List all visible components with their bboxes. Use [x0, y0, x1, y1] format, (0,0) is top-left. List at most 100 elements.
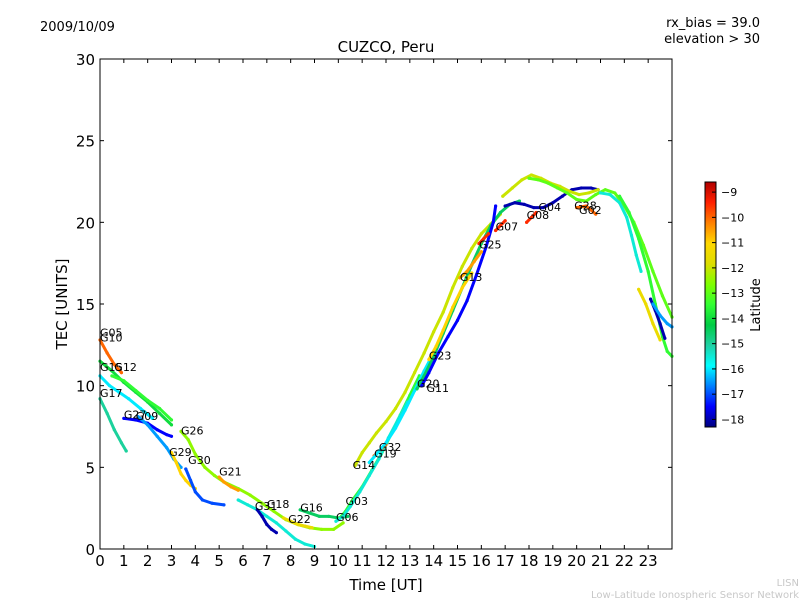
data-point [651, 322, 655, 326]
data-point [603, 188, 607, 192]
colorbar-tick-label: −12 [721, 262, 744, 275]
data-point [575, 197, 579, 202]
series-line [651, 302, 674, 329]
x-tick-label: 15 [448, 552, 467, 570]
plot-marks [98, 173, 674, 549]
data-point [541, 206, 545, 210]
data-point [637, 287, 641, 291]
data-point [138, 406, 143, 411]
data-point [594, 212, 598, 216]
satellite-label-G09: G09 [136, 410, 159, 423]
data-point [617, 201, 622, 205]
data-point [484, 245, 488, 249]
x-tick-label: 2 [143, 552, 153, 570]
y-axis-label: TEC [UNITS] [53, 259, 71, 351]
series-line [618, 194, 674, 358]
data-point [503, 204, 507, 208]
series-G13 [458, 250, 483, 280]
satellite-label-G03: G03 [345, 495, 368, 508]
data-point [665, 322, 669, 326]
data-point [110, 369, 114, 373]
x-tick-label: 20 [567, 552, 586, 570]
data-point [474, 273, 479, 277]
data-point [596, 188, 600, 192]
data-point [105, 351, 109, 355]
data-point [460, 264, 464, 269]
data-point [536, 178, 541, 182]
data-point [112, 428, 116, 432]
data-point [472, 259, 476, 264]
data-point [367, 473, 371, 478]
data-point [565, 191, 569, 195]
chart-title: CUZCO, Peru [338, 38, 435, 56]
colorbar-tick-label: −14 [721, 312, 744, 325]
data-point [353, 464, 357, 468]
data-point [598, 191, 603, 195]
data-point [629, 233, 634, 237]
data-point [458, 276, 462, 280]
data-point [627, 210, 631, 215]
data-point [296, 522, 300, 527]
data-point [470, 246, 474, 251]
data-point [341, 514, 345, 518]
data-point [200, 498, 205, 502]
data-point [646, 269, 650, 273]
data-point [377, 457, 381, 461]
data-point [641, 243, 646, 247]
series-track-30 [598, 191, 643, 273]
satellite-label-G07: G07 [496, 221, 519, 234]
series-line [367, 351, 436, 464]
data-point [393, 426, 398, 430]
data-point [422, 351, 426, 355]
x-axis-label: Time [UT] [348, 576, 422, 594]
x-tick-label: 8 [286, 552, 296, 570]
x-tick-label: 16 [472, 552, 491, 570]
x-tick-label: 9 [310, 552, 320, 570]
y-tick-label: 30 [76, 51, 95, 69]
series-line [637, 287, 662, 342]
data-point [658, 322, 662, 326]
satellite-label-G02: G02 [579, 204, 602, 217]
colorbar-tick-label: −13 [721, 287, 744, 300]
data-point [157, 411, 162, 416]
data-point [422, 374, 426, 378]
data-point [284, 529, 288, 533]
series-track-32 [637, 287, 662, 342]
data-point [520, 178, 524, 182]
data-point [186, 437, 190, 442]
data-point [165, 433, 169, 437]
data-point [584, 199, 588, 203]
data-point [310, 526, 314, 530]
series-G30 [184, 467, 226, 507]
satellite-label-G12: G12 [114, 361, 137, 374]
x-tick-label: 23 [639, 552, 658, 570]
data-point [494, 228, 498, 233]
date-label: 2009/10/09 [40, 20, 115, 35]
data-point [105, 411, 109, 416]
x-tick-label: 5 [214, 552, 224, 570]
data-point [648, 297, 653, 301]
data-point [589, 186, 593, 190]
data-point [117, 390, 121, 394]
series-line [458, 250, 483, 280]
satellite-label-G04: G04 [539, 201, 562, 214]
series-line [427, 271, 474, 362]
series-G22 [281, 516, 314, 530]
series-G25 [477, 232, 491, 246]
data-point [651, 269, 655, 273]
data-point [482, 237, 486, 241]
data-point [432, 330, 436, 334]
satellite-label-G21: G21 [219, 466, 242, 479]
series-G17 [98, 397, 128, 453]
series-G15 [98, 374, 155, 420]
data-point [193, 452, 197, 456]
data-point [212, 473, 216, 478]
data-point [637, 237, 641, 241]
data-point [427, 357, 431, 362]
data-point [281, 516, 286, 520]
x-tick-label: 14 [424, 552, 443, 570]
data-point [246, 503, 250, 507]
satellite-label-G22: G22 [288, 513, 311, 526]
